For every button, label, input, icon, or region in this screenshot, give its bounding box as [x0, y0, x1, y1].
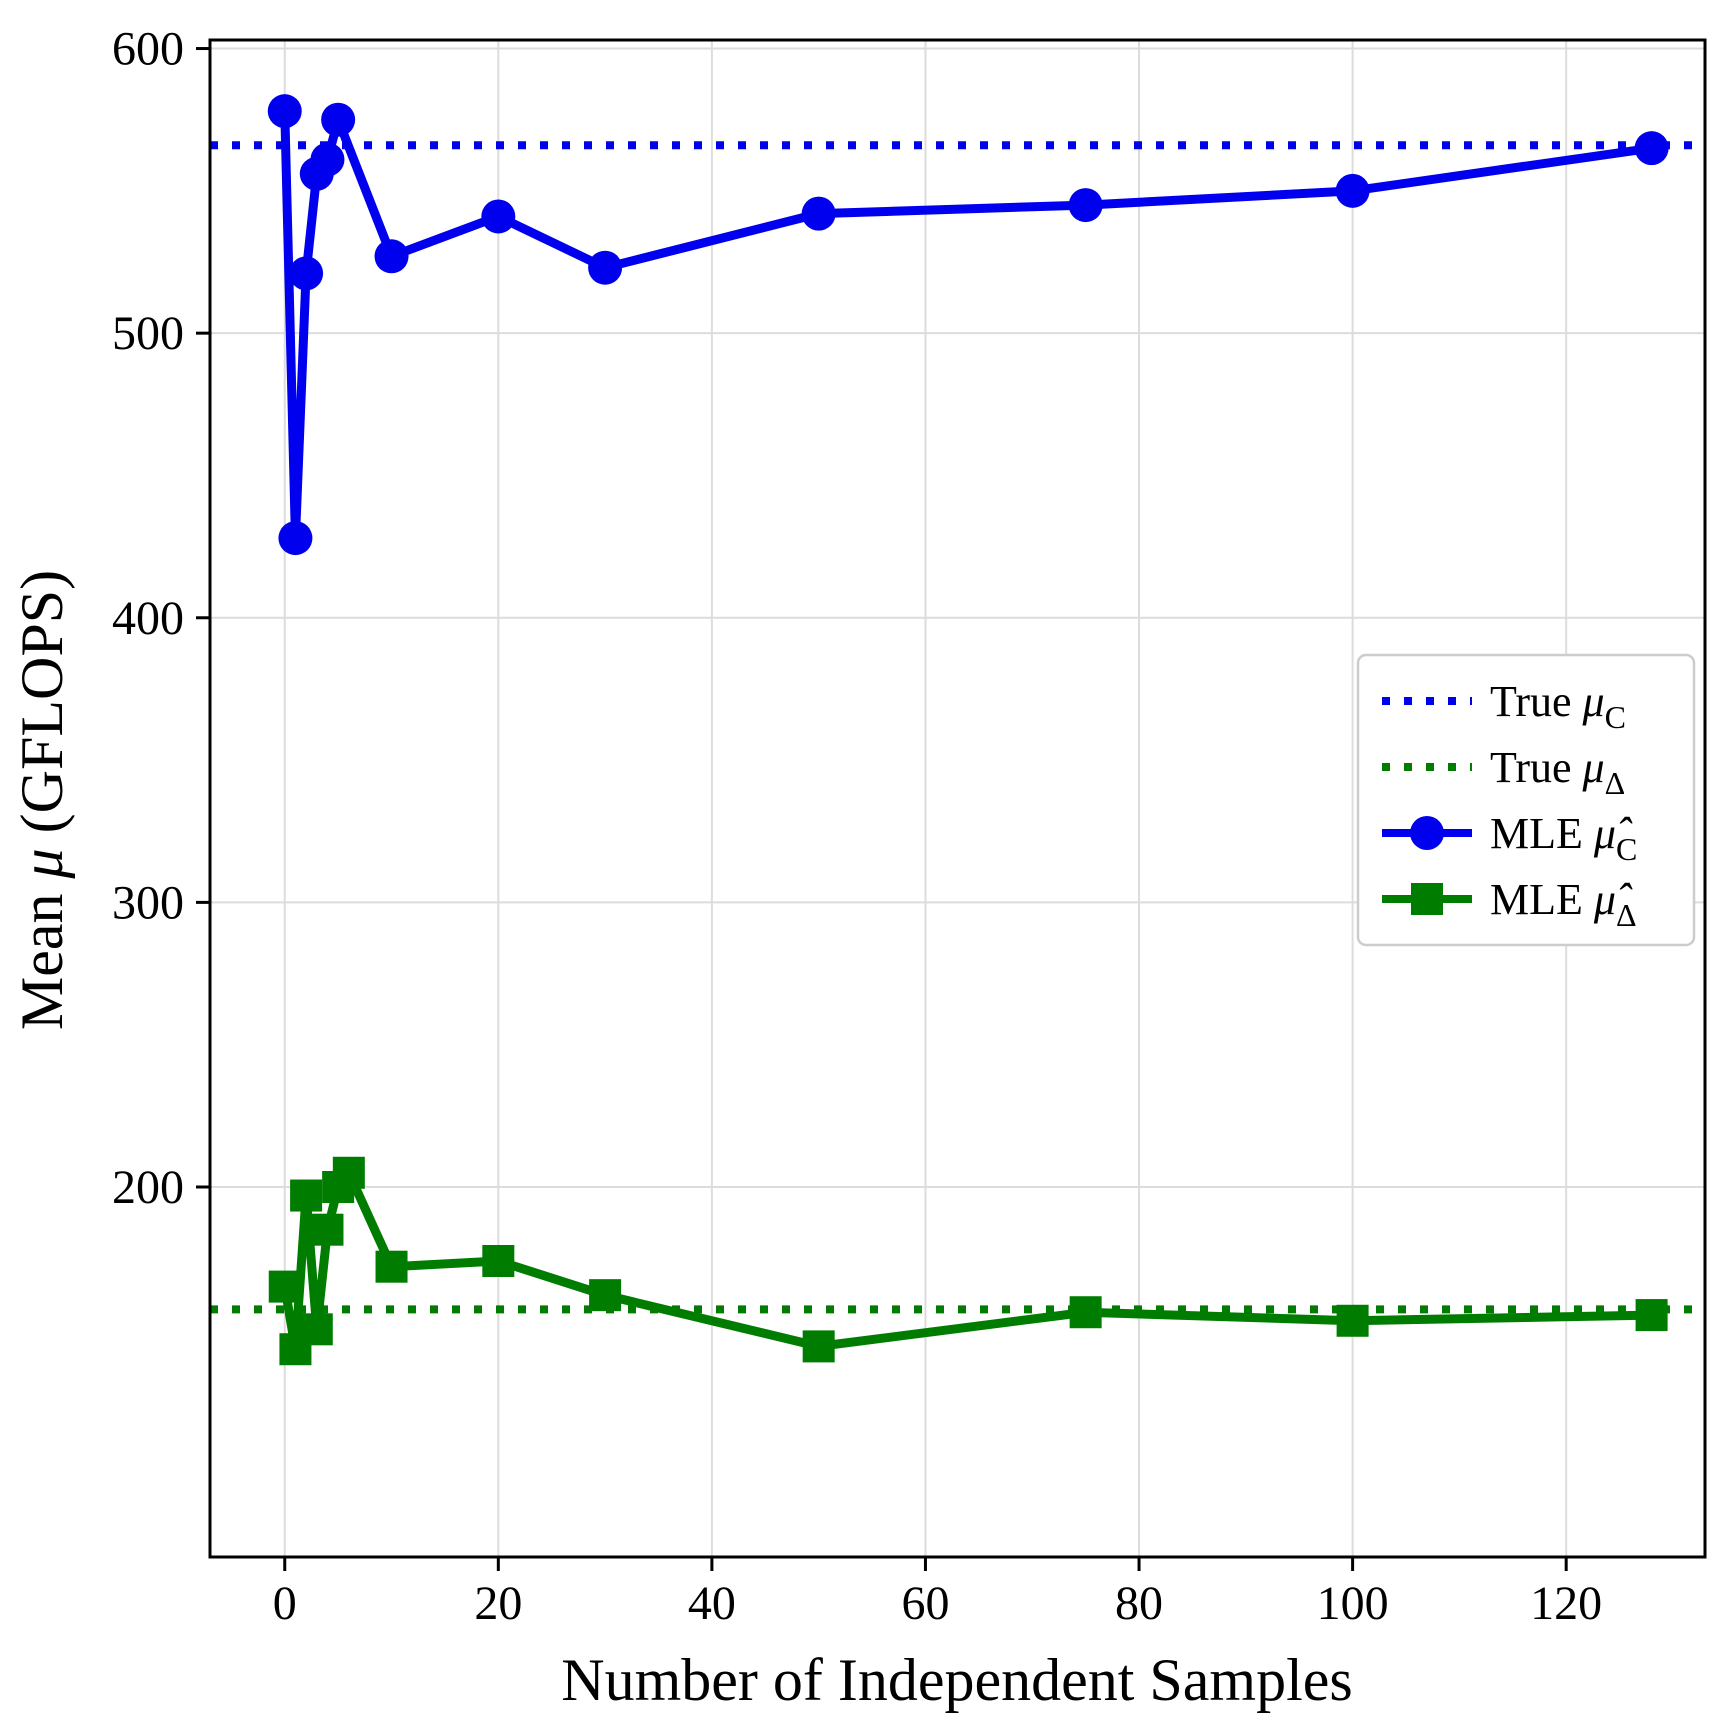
legend-label: MLE μ̂Δ	[1490, 875, 1637, 933]
marker-circle	[481, 199, 516, 234]
marker-square	[332, 1156, 365, 1189]
marker-square	[1069, 1296, 1102, 1329]
marker-square	[375, 1250, 408, 1283]
legend-label: MLE μ̂C	[1490, 809, 1637, 867]
legend-box	[1356, 653, 1696, 947]
marker-circle	[801, 196, 836, 231]
marker-circle	[310, 142, 345, 177]
x-tick-label: 100	[1317, 1577, 1389, 1630]
marker-circle	[278, 521, 313, 556]
x-axis-label: Number of Independent Samples	[561, 1647, 1352, 1713]
legend-marker-circle-icon	[1410, 816, 1444, 850]
legend-label: True μC	[1490, 677, 1626, 735]
x-tick-label: 20	[474, 1577, 522, 1630]
x-tick-label: 80	[1115, 1577, 1163, 1630]
marker-circle	[1335, 173, 1370, 208]
series-line-mle-mu-Delta	[280, 1168, 1657, 1354]
marker-square	[311, 1213, 344, 1246]
marker-square	[1336, 1304, 1369, 1337]
marker-square	[589, 1279, 622, 1312]
legend-label-prefix: MLE	[1490, 809, 1594, 858]
y-tick-label: 300	[112, 876, 184, 929]
y-tick-label: 200	[112, 1161, 184, 1214]
marker-circle	[588, 250, 623, 285]
marker-circle	[289, 256, 324, 291]
y-tick-label: 500	[112, 307, 184, 360]
y-axis-label-suffix: (GFLOPS)	[9, 570, 75, 833]
x-tick-label: 120	[1530, 1577, 1602, 1630]
axes-frame-layer	[208, 38, 1707, 1559]
series-mle-mu-C	[267, 94, 1669, 556]
x-tick-label: 40	[688, 1577, 736, 1630]
legend-label-symbol: μ	[1582, 677, 1605, 726]
marker-circle	[321, 102, 356, 137]
marker-square	[300, 1313, 333, 1346]
legend-label-prefix: MLE	[1490, 875, 1594, 924]
x-tick-label: 60	[901, 1577, 949, 1630]
legend-label-prefix: True	[1490, 743, 1583, 792]
y-tick-label: 400	[112, 592, 184, 645]
legend-entry-true-mu-C: True μC	[1382, 677, 1626, 735]
tick-layer: 0 20 40 60 80 100 120 200 300 400 500 600	[112, 23, 1602, 1630]
axes-frame	[208, 38, 1707, 1559]
series-line-mle-mu-C	[280, 106, 1657, 543]
marker-square	[268, 1270, 301, 1303]
marker-circle	[267, 94, 302, 129]
y-axis-label: Mean μ (GFLOPS)	[9, 570, 75, 1030]
marker-circle	[1634, 131, 1669, 166]
legend-label-subscript: Δ	[1605, 765, 1626, 801]
grid-layer	[210, 40, 1705, 1557]
marker-square	[1635, 1299, 1668, 1332]
y-tick-label: 600	[112, 23, 184, 76]
y-axis-label-symbol: μ	[9, 848, 75, 879]
legend-label-subscript: C	[1616, 831, 1637, 867]
legend-label: True μΔ	[1490, 743, 1625, 801]
x-tick-label: 0	[273, 1577, 297, 1630]
series-layer	[267, 94, 1669, 1366]
legend-label-subscript: Δ	[1616, 897, 1637, 933]
marker-circle	[374, 239, 409, 274]
legend-label-subscript: C	[1605, 699, 1626, 735]
legend-entry-mle-mu-Delta: MLE μ̂Δ	[1382, 875, 1637, 933]
marker-square	[290, 1179, 323, 1212]
series-mle-mu-Delta	[268, 1156, 1668, 1366]
legend-marker-square-icon	[1411, 883, 1443, 915]
legend-label-symbol: μ	[1582, 743, 1605, 792]
reference-lines-layer	[210, 141, 1705, 1314]
y-axis-label-prefix: Mean	[9, 878, 75, 1030]
marker-circle	[1068, 188, 1103, 223]
legend-label-prefix: True	[1490, 677, 1583, 726]
marker-square	[482, 1245, 515, 1277]
marker-square	[802, 1330, 835, 1363]
legend-entry-true-mu-Delta: True μΔ	[1382, 743, 1625, 801]
legend-entry-mle-mu-C: MLE μ̂C	[1382, 809, 1637, 867]
